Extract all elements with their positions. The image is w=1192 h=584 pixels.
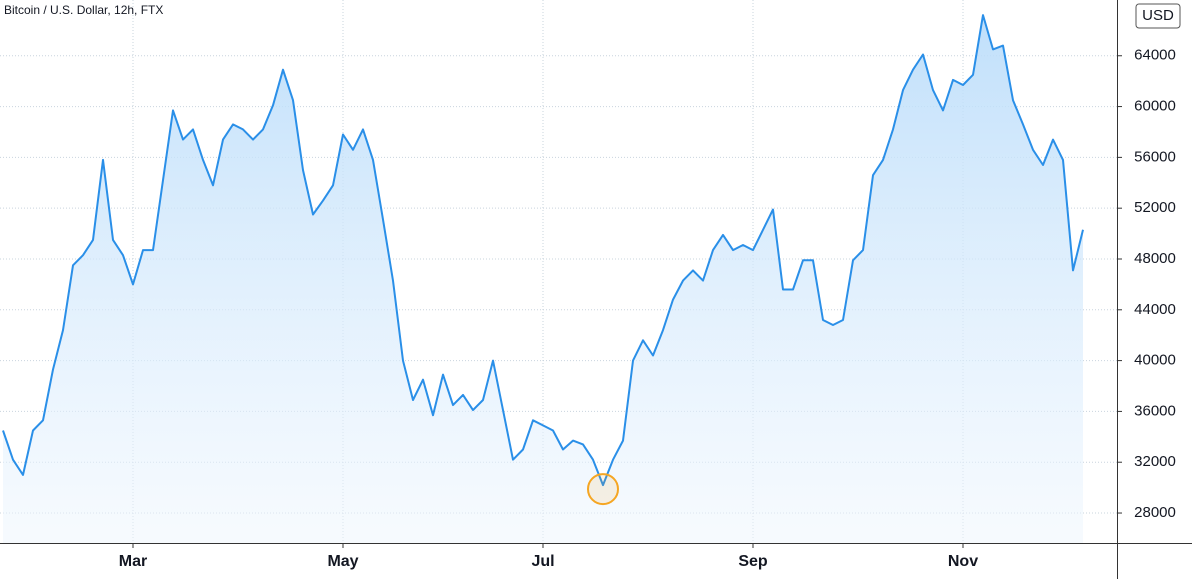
x-tick-label: Nov: [948, 553, 978, 570]
y-tick-label: 48000: [1134, 250, 1176, 267]
y-tick-label: 32000: [1134, 453, 1176, 470]
y-tick-label: 64000: [1134, 47, 1176, 64]
y-tick-label: 44000: [1134, 301, 1176, 318]
x-tick-label: Jul: [531, 553, 554, 570]
y-tick-label: 60000: [1134, 98, 1176, 115]
y-tick-label: 40000: [1134, 352, 1176, 369]
chart-title: Bitcoin / U.S. Dollar, 12h, FTX: [4, 3, 163, 17]
currency-label[interactable]: USD: [1142, 7, 1174, 24]
currency-badge[interactable]: [1135, 3, 1181, 29]
y-tick-label: 28000: [1134, 504, 1176, 521]
y-tick-label: 36000: [1134, 402, 1176, 419]
x-tick-label: May: [327, 553, 358, 570]
x-tick-label: Sep: [738, 553, 768, 570]
low-marker: [587, 473, 619, 506]
y-tick-label: 52000: [1134, 199, 1176, 216]
x-tick-label: Mar: [119, 553, 147, 570]
price-line: [2, 14, 1084, 487]
area: [3, 15, 1083, 544]
y-tick-label: 56000: [1134, 148, 1176, 165]
